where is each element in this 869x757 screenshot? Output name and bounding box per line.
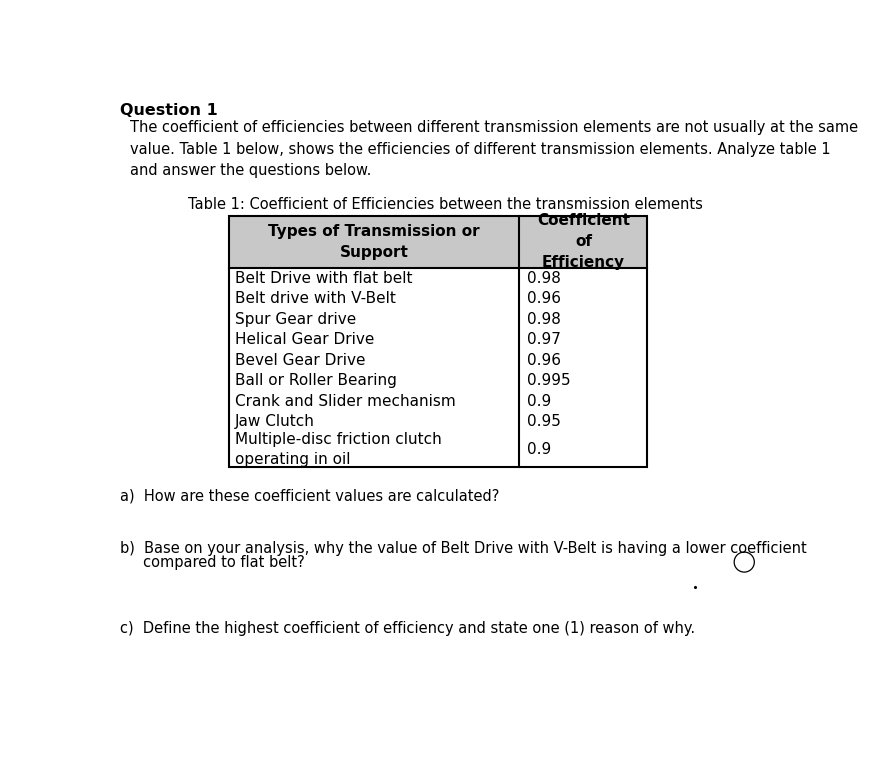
Text: 0.97: 0.97: [527, 332, 561, 347]
Text: 0.9: 0.9: [527, 442, 551, 457]
Text: Bevel Gear Drive: Bevel Gear Drive: [235, 353, 365, 368]
Text: Table 1: Coefficient of Efficiencies between the transmission elements: Table 1: Coefficient of Efficiencies bet…: [189, 197, 702, 212]
Text: 0.98: 0.98: [527, 312, 561, 327]
Text: Types of Transmission or
Support: Types of Transmission or Support: [268, 224, 480, 260]
Text: compared to flat belt?: compared to flat belt?: [119, 555, 304, 570]
Text: 0.96: 0.96: [527, 353, 561, 368]
Bar: [229, 216, 647, 466]
Text: 0.9: 0.9: [527, 394, 551, 409]
Text: Multiple-disc friction clutch
operating in oil: Multiple-disc friction clutch operating …: [235, 432, 441, 467]
Text: Belt drive with V-Belt: Belt drive with V-Belt: [235, 291, 395, 307]
Text: Question 1: Question 1: [119, 103, 217, 118]
Text: Helical Gear Drive: Helical Gear Drive: [235, 332, 374, 347]
Text: Ball or Roller Bearing: Ball or Roller Bearing: [235, 373, 396, 388]
Text: The coefficient of efficiencies between different transmission elements are not : The coefficient of efficiencies between …: [130, 120, 858, 179]
Text: c)  Define the highest coefficient of efficiency and state one (1) reason of why: c) Define the highest coefficient of eff…: [119, 621, 694, 637]
Text: a)  How are these coefficient values are calculated?: a) How are these coefficient values are …: [119, 488, 499, 503]
Text: Belt Drive with flat belt: Belt Drive with flat belt: [235, 271, 412, 285]
Text: 0.95: 0.95: [527, 414, 561, 429]
Bar: [229, 216, 647, 268]
Text: b)  Base on your analysis, why the value of Belt Drive with V-Belt is having a l: b) Base on your analysis, why the value …: [119, 540, 806, 556]
Text: 0.995: 0.995: [527, 373, 570, 388]
Text: Crank and Slider mechanism: Crank and Slider mechanism: [235, 394, 455, 409]
Text: Spur Gear drive: Spur Gear drive: [235, 312, 356, 327]
Text: Jaw Clutch: Jaw Clutch: [235, 414, 315, 429]
Text: 0.96: 0.96: [527, 291, 561, 307]
Text: 0.98: 0.98: [527, 271, 561, 285]
Text: Coefficient
of
Efficiency: Coefficient of Efficiency: [536, 213, 629, 270]
